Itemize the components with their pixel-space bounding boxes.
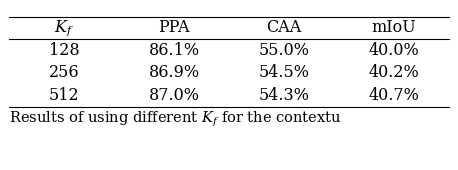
Text: Results of using different $K_f$ for the contextu: Results of using different $K_f$ for the… — [9, 110, 342, 129]
